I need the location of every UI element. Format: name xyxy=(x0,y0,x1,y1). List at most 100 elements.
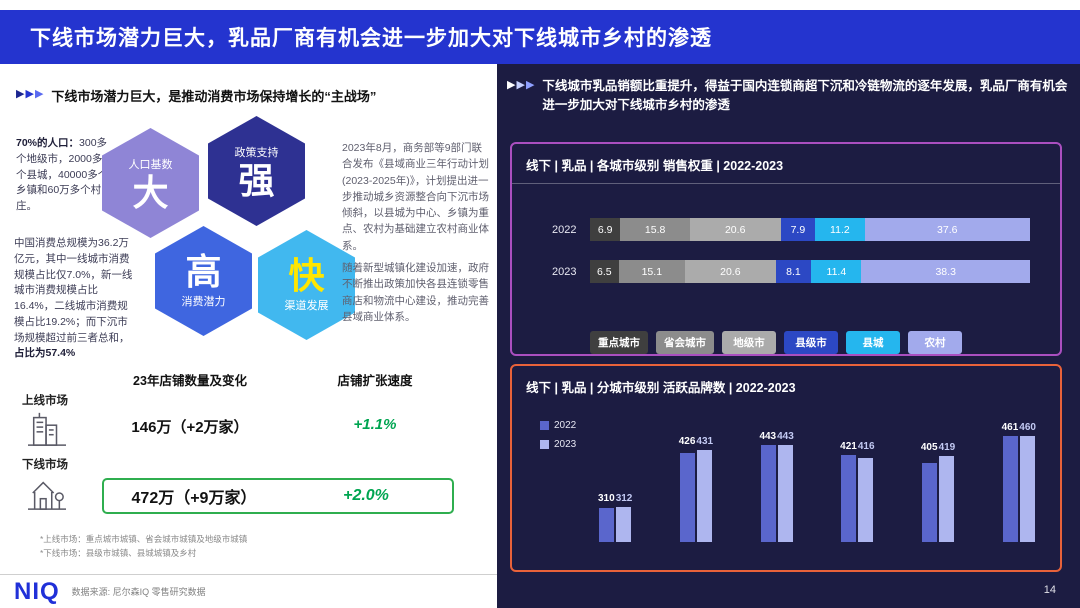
segment-重点城市: 6.5 xyxy=(590,260,619,283)
bar-pair xyxy=(760,445,793,542)
house-icon xyxy=(27,481,66,510)
bar-2023 xyxy=(696,450,712,542)
hexagon-keyword: 快 xyxy=(288,254,325,296)
hexagon-keyword: 强 xyxy=(238,159,275,201)
legend-swatch xyxy=(540,421,549,430)
hexagon-label: 消费潜力 xyxy=(181,295,226,308)
sales-weight-chart-title: 线下 | 乳品 | 各城市级别 销售权重 | 2022-2023 xyxy=(512,144,1060,184)
bar-pair xyxy=(679,450,712,542)
bar-2022 xyxy=(841,455,857,542)
city-tier-legend: 重点城市 省会城市 地级市 县级市 县城 农村 xyxy=(512,331,1060,354)
lower-market-highlight-box: 472万（+9万家） +2.0% xyxy=(102,478,454,514)
segment-重点城市: 6.9 xyxy=(590,218,621,241)
lower-market-label: 下线市场 xyxy=(22,459,68,471)
bar-pair xyxy=(599,507,632,542)
bar-pair xyxy=(1002,436,1035,542)
store-count-header: 23年店铺数量及变化 xyxy=(133,374,247,388)
legend-label: 2022 xyxy=(554,420,577,431)
bar-group: 461 460 xyxy=(1002,422,1036,542)
lower-market-count: 472万（+9万家） xyxy=(131,490,257,507)
upper-market-count: 146万（+2万家） xyxy=(131,419,249,436)
population-body: 300多个地级市，2000多个县城，40000多个乡镇和60万多个村庄。 xyxy=(16,137,109,212)
building-icon xyxy=(27,412,66,446)
stacked-bar-row: 2023 6.5 15.1 20.6 8.1 11.4 38.3 xyxy=(512,260,1060,283)
hexagon-policy-support: 政策支持 强 xyxy=(208,116,305,226)
hexagon-cluster: 人口基数 大 政策支持 强 高 消费潜力 快 渠道发展 xyxy=(100,114,362,356)
page-number: 14 xyxy=(1043,584,1056,596)
footnotes: *上线市场：重点城市城镇、省会城市城镇及地级市城镇 *下线市场：县级市城镇、县城… xyxy=(40,532,247,561)
brand-count-chart-title: 线下 | 乳品 | 分城市级别 活跃品牌数 | 2022-2023 xyxy=(526,381,796,395)
bar-value-2023: 416 xyxy=(857,441,875,452)
bar-value-2022: 405 xyxy=(920,442,938,453)
bar-value-2022: 310 xyxy=(598,493,615,504)
slide-footer: NIQ 数据来源: 尼尔森IQ 零售研究数据 xyxy=(0,574,497,608)
segment-县城: 11.2 xyxy=(815,218,865,241)
slide-title: 下线市场潜力巨大，乳品厂商有机会进一步加大对下线城市乡村的渗透 xyxy=(30,27,712,50)
stacked-bar: 6.5 15.1 20.6 8.1 11.4 38.3 xyxy=(590,260,1030,283)
hexagon-keyword: 高 xyxy=(185,250,222,292)
year-label: 2022 xyxy=(552,223,577,236)
right-subtitle-row: ▶▶▶ 下线城市乳品销额比重提升，得益于国内连锁商超下沉和冷链物流的逐年发展，乳… xyxy=(507,77,1069,116)
bar-2022 xyxy=(679,453,695,542)
bar-value-2023: 460 xyxy=(1019,422,1036,433)
footnote-lower-market: *下线市场：县级市城镇、县城城镇及乡村 xyxy=(40,548,197,559)
bar-value-2022: 426 xyxy=(678,436,696,447)
bar-group: 405 419 xyxy=(921,442,955,542)
segment-农村: 38.3 xyxy=(861,260,1030,283)
legend-chip-农村: 农村 xyxy=(908,331,962,354)
legend-label: 2023 xyxy=(554,439,577,450)
bar-2022 xyxy=(922,463,938,542)
bar-value-2023: 312 xyxy=(615,493,633,504)
grouped-bar-chart: 310 312 426 431 443 443 421 416 405 419 461 460 xyxy=(598,406,1036,542)
stacked-bar-chart: 2022 6.9 15.8 20.6 7.9 11.2 37.6 2023 6.5 15.1 20.… xyxy=(512,218,1060,283)
bar-value-2022: 461 xyxy=(1001,422,1019,433)
year-legend: 2022 2023 xyxy=(540,420,576,450)
hexagon-label: 政策支持 xyxy=(234,146,279,159)
legend-item-2022: 2022 xyxy=(540,420,576,431)
legend-chip-重点城市: 重点城市 xyxy=(590,331,648,354)
bar-2023 xyxy=(939,456,955,542)
segment-县城: 11.4 xyxy=(811,260,862,283)
consumption-highlight: 占比为57.4% xyxy=(14,347,76,360)
segment-地级市: 20.6 xyxy=(685,260,776,283)
bar-value-labels: 443 443 xyxy=(759,431,793,442)
bar-value-labels: 426 431 xyxy=(679,436,713,447)
sales-weight-chart-box: 线下 | 乳品 | 各城市级别 销售权重 | 2022-2023 2022 6.9… xyxy=(510,142,1062,356)
upper-market-label: 上线市场 xyxy=(22,395,68,407)
population-lead: 70%的人口： xyxy=(16,137,80,149)
bar-value-labels: 405 419 xyxy=(921,442,955,453)
bar-group: 426 431 xyxy=(679,436,713,542)
lower-market-growth: +2.0% xyxy=(343,487,389,504)
legend-swatch xyxy=(540,440,549,449)
legend-chip-县级市: 县级市 xyxy=(784,331,838,354)
hexagon-keyword: 大 xyxy=(132,171,169,213)
bar-2023 xyxy=(777,445,793,542)
triple-arrow-icon: ▶▶▶ xyxy=(507,79,536,91)
right-subtitle: 下线城市乳品销额比重提升，得益于国内连锁商超下沉和冷链物流的逐年发展，乳品厂商有… xyxy=(542,79,1068,113)
bar-2023 xyxy=(616,507,632,542)
segment-省会城市: 15.1 xyxy=(618,260,686,283)
segment-地级市: 20.6 xyxy=(689,218,781,241)
triple-arrow-icon: ▶▶▶ xyxy=(16,88,45,100)
lower-market-block: 下线市场 xyxy=(22,456,68,512)
title-bar: 下线市场潜力巨大，乳品厂商有机会进一步加大对下线城市乡村的渗透 xyxy=(0,10,1080,64)
bar-2022 xyxy=(760,445,776,542)
bar-2022 xyxy=(599,508,615,542)
consumption-body: 中国消费总规模为36.2万亿元，其中一线城市消费规模占比仅7.0%，新一线城市消… xyxy=(14,237,133,344)
policy-text-2: 随着新型城镇化建设加速，政府不断推出政策加快各县连锁零售商店和物流中心建设，推动… xyxy=(342,262,489,323)
year-label: 2023 xyxy=(552,265,577,278)
niq-logo: NIQ xyxy=(14,577,60,605)
consumption-text: 中国消费总规模为36.2万亿元，其中一线城市消费规模占比仅7.0%，新一线城市消… xyxy=(14,236,138,362)
bar-2022 xyxy=(1002,436,1018,542)
bar-pair xyxy=(922,456,955,542)
bar-2023 xyxy=(858,458,874,542)
bar-value-2023: 443 xyxy=(777,431,794,442)
bar-value-labels: 310 312 xyxy=(598,493,632,504)
bar-pair xyxy=(841,455,874,542)
upper-market-block: 上线市场 xyxy=(22,392,68,448)
stacked-bar: 6.9 15.8 20.6 7.9 11.2 37.6 xyxy=(590,218,1030,241)
hexagon-channel-development: 快 渠道发展 xyxy=(258,230,355,340)
bar-value-2022: 443 xyxy=(759,431,777,442)
segment-农村: 37.6 xyxy=(864,218,1030,241)
